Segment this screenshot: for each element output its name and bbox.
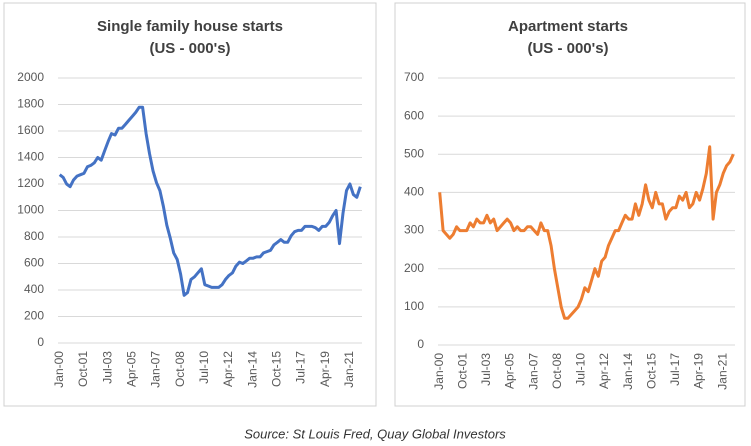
x-tick-label: Apr-12	[597, 353, 611, 389]
y-tick-label: 2000	[17, 70, 44, 84]
y-tick-label: 1600	[17, 123, 44, 137]
x-tick-label: Oct-08	[550, 353, 564, 389]
x-tick-label: Oct-01	[76, 351, 90, 387]
x-tick-label: Jan-07	[526, 353, 540, 390]
y-tick-label: 0	[417, 337, 424, 351]
chart-subtitle: (US - 000's)	[149, 40, 230, 57]
y-tick-label: 400	[24, 282, 44, 296]
x-tick-label: Jul-03	[100, 351, 114, 384]
chart-title: Single family house starts	[97, 18, 283, 35]
panel-frame	[394, 2, 746, 407]
y-tick-label: 400	[404, 185, 424, 199]
y-tick-label: 1200	[17, 176, 44, 190]
y-tick-label: 600	[24, 256, 44, 270]
y-tick-label: 500	[404, 146, 424, 160]
chart-subtitle: (US - 000's)	[527, 40, 608, 57]
x-tick-label: Oct-01	[455, 353, 469, 389]
x-tick-label: Apr-19	[318, 351, 332, 387]
x-tick-label: Jan-00	[52, 351, 66, 388]
x-tick-label: Jan-07	[149, 351, 163, 388]
source-note: Source: St Louis Fred, Quay Global Inves…	[244, 426, 506, 441]
x-tick-label: Jan-21	[715, 353, 729, 390]
data-line	[58, 105, 362, 297]
x-tick-label: Apr-05	[503, 353, 517, 389]
x-tick-label: Oct-15	[644, 353, 658, 389]
x-tick-label: Apr-12	[221, 351, 235, 387]
y-tick-label: 600	[404, 108, 424, 122]
y-tick-label: 200	[24, 309, 44, 323]
y-tick-label: 1000	[17, 203, 44, 217]
x-tick-label: Apr-05	[124, 351, 138, 387]
x-tick-label: Apr-19	[692, 353, 706, 389]
y-tick-label: 1800	[17, 97, 44, 111]
x-tick-label: Jan-14	[621, 353, 635, 390]
x-tick-label: Jul-03	[479, 353, 493, 386]
y-tick-label: 700	[404, 70, 424, 84]
y-tick-label: 0	[37, 335, 44, 349]
y-tick-label: 300	[404, 223, 424, 237]
x-tick-label: Jul-10	[197, 351, 211, 384]
x-tick-label: Jan-00	[432, 353, 446, 390]
chart-title: Apartment starts	[508, 18, 628, 35]
y-tick-label: 100	[404, 299, 424, 313]
x-tick-label: Jul-17	[668, 353, 682, 386]
panel-frame	[3, 2, 377, 407]
x-tick-label: Oct-08	[173, 351, 187, 387]
data-line	[438, 145, 735, 320]
x-tick-label: Jan-14	[245, 351, 259, 388]
x-tick-label: Jul-10	[574, 353, 588, 386]
x-tick-label: Oct-15	[270, 351, 284, 387]
y-tick-label: 200	[404, 261, 424, 275]
x-tick-label: Jan-21	[342, 351, 356, 388]
y-tick-label: 800	[24, 229, 44, 243]
y-tick-label: 1400	[17, 150, 44, 164]
x-tick-label: Jul-17	[294, 351, 308, 384]
